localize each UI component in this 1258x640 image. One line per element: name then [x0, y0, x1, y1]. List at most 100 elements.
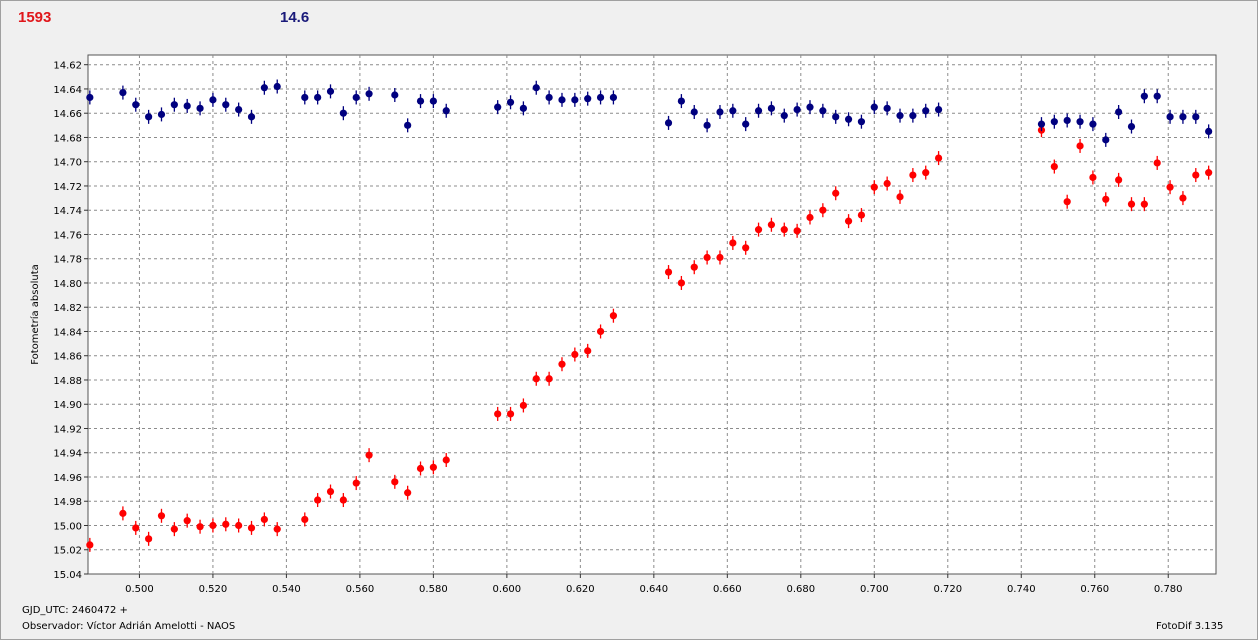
- blue-data-point: [819, 103, 827, 118]
- red-data-point: [1115, 172, 1123, 187]
- blue-data-point: [132, 97, 140, 112]
- y-tick-label: 14.96: [53, 473, 82, 484]
- x-tick-label: 0.520: [199, 584, 228, 595]
- blue-data-point: [1089, 117, 1097, 132]
- red-data-point: [664, 265, 673, 280]
- red-data-point: [145, 531, 153, 546]
- y-tick-label: 14.70: [53, 158, 82, 169]
- blue-data-point: [170, 97, 178, 112]
- red-data-point: [339, 493, 347, 508]
- y-tick-label: 14.88: [53, 376, 82, 387]
- y-tick-label: 14.64: [53, 85, 82, 96]
- blue-data-point: [326, 84, 335, 99]
- red-data-point: [1050, 159, 1058, 174]
- red-data-point: [442, 453, 450, 468]
- blue-data-point: [1063, 113, 1071, 128]
- red-data-point: [558, 357, 566, 372]
- blue-data-point: [793, 102, 801, 117]
- red-data-point: [742, 240, 750, 255]
- blue-data-point: [222, 97, 230, 112]
- x-tick-label: 0.700: [860, 584, 889, 595]
- blue-data-point: [1192, 109, 1200, 124]
- red-data-point: [119, 506, 127, 521]
- red-data-point: [170, 522, 178, 537]
- blue-data-point: [754, 103, 763, 118]
- red-data-point: [416, 461, 425, 476]
- blue-data-point: [703, 118, 711, 133]
- red-data-point: [391, 474, 399, 489]
- y-tick-label: 14.68: [53, 133, 82, 144]
- red-data-point: [86, 537, 94, 552]
- red-data-point: [506, 406, 515, 421]
- red-data-point: [314, 493, 322, 508]
- blue-data-point: [742, 117, 750, 132]
- y-tick-label: 14.76: [53, 230, 82, 241]
- red-data-point: [494, 406, 502, 421]
- red-data-point: [157, 508, 166, 523]
- x-tick-label: 0.640: [640, 584, 669, 595]
- y-tick-label: 14.74: [53, 206, 82, 217]
- red-data-point: [519, 398, 528, 413]
- blue-data-point: [247, 109, 256, 124]
- y-tick-label: 14.84: [53, 327, 82, 338]
- red-data-point: [404, 485, 412, 500]
- red-data-point: [584, 343, 592, 358]
- gjd-label: GJD_UTC: 2460472 +: [22, 605, 128, 616]
- blue-data-point: [596, 90, 605, 105]
- red-data-point: [532, 371, 540, 386]
- red-data-point: [729, 235, 737, 250]
- blue-data-point: [1037, 117, 1046, 132]
- red-data-point: [1179, 191, 1187, 206]
- red-data-point: [260, 512, 268, 527]
- blue-data-point: [314, 90, 322, 105]
- red-data-point: [196, 519, 204, 534]
- red-data-point: [703, 250, 711, 265]
- blue-data-point: [119, 85, 127, 100]
- blue-data-point: [883, 101, 891, 116]
- red-data-point: [870, 180, 878, 195]
- red-data-point: [429, 460, 437, 475]
- red-data-point: [677, 275, 685, 290]
- red-data-point: [883, 176, 891, 191]
- red-data-point: [922, 165, 930, 180]
- blue-data-point: [494, 100, 502, 115]
- blue-data-point: [571, 92, 579, 107]
- x-tick-label: 0.620: [566, 584, 595, 595]
- red-data-point: [780, 222, 788, 237]
- y-tick-label: 15.04: [53, 570, 82, 581]
- red-data-point: [596, 324, 605, 339]
- blue-data-point: [545, 90, 553, 105]
- red-data-point: [844, 214, 853, 229]
- blue-data-point: [183, 98, 191, 113]
- red-data-point: [716, 250, 724, 265]
- blue-data-point: [870, 100, 878, 115]
- x-tick-label: 0.760: [1080, 584, 1109, 595]
- red-data-point: [909, 168, 917, 183]
- blue-data-point: [1127, 119, 1136, 134]
- blue-data-point: [1102, 132, 1110, 147]
- red-data-point: [1140, 197, 1148, 212]
- header-right-value: 14.6: [280, 9, 310, 26]
- red-data-point: [1205, 165, 1213, 180]
- x-tick-label: 0.720: [933, 584, 962, 595]
- blue-data-point: [922, 103, 930, 118]
- blue-data-point: [844, 112, 853, 127]
- y-tick-label: 15.02: [53, 546, 82, 557]
- red-data-point: [857, 208, 866, 223]
- blue-data-point: [1140, 89, 1148, 104]
- data-points: [86, 79, 1213, 552]
- plot-area: [87, 54, 1217, 575]
- blue-data-point: [806, 100, 814, 115]
- red-data-point: [326, 484, 335, 499]
- blue-data-point: [1179, 109, 1187, 124]
- blue-data-point: [767, 101, 776, 116]
- blue-data-point: [352, 90, 360, 105]
- blue-data-point: [260, 80, 268, 95]
- red-data-point: [609, 308, 618, 323]
- grid-lines: [88, 55, 1216, 574]
- y-tick-label: 14.82: [53, 303, 82, 314]
- x-tick-label: 0.500: [125, 584, 154, 595]
- blue-data-point: [896, 108, 904, 123]
- blue-data-point: [716, 104, 724, 119]
